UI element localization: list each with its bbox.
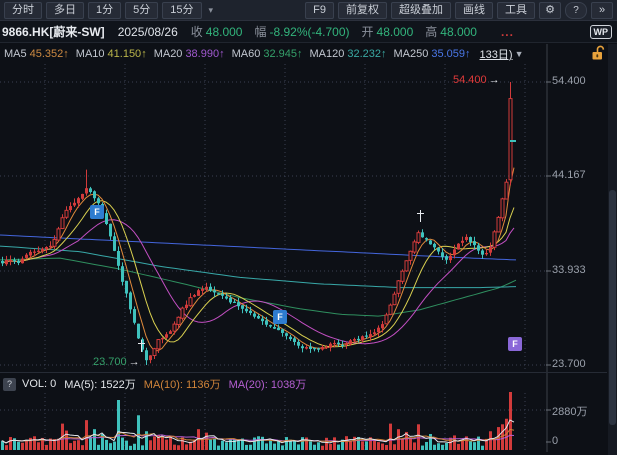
high-value: 48.000 [440,24,477,39]
volume-help-icon[interactable]: ? [3,377,16,391]
wp-badge[interactable]: WP [589,24,612,39]
tab-timeshare[interactable]: 分时 [4,1,42,19]
super-overlay-button[interactable]: 超级叠加 [391,1,451,19]
symbol-name[interactable]: 9866.HK[蔚来-SW] [2,25,105,39]
gear-icon[interactable]: ⚙ [539,1,561,19]
window-high-marker: 54.400 → [453,74,500,86]
help-icon[interactable]: ? [565,1,587,19]
vertical-scrollbar[interactable] [608,44,617,455]
tab-1min[interactable]: 1分 [88,1,122,19]
period-caret-icon[interactable]: ▼ [514,49,524,59]
ma-readout-ma20: MA20 38.990↑ [153,48,225,60]
ma-readout-ma60: MA60 32.945↑ [231,48,303,60]
more-chevrons-icon[interactable]: » [591,1,613,19]
unlock-padlock-icon[interactable] [591,45,605,66]
open-value: 48.000 [376,24,414,39]
price-axis-label-0: 54.400 [552,75,586,87]
event-flag-badge-0[interactable]: F [90,205,104,219]
draw-line-button[interactable]: 画线 [455,1,493,19]
volume-value: VOL: 0 [22,378,57,390]
close-value: 48.000 [205,24,243,39]
volume-ma10: MA(10): 1136万 [143,379,221,391]
price-axis-label-2: 33.933 [552,264,586,276]
f9-button[interactable]: F9 [305,1,334,19]
window-low-marker: 23.700 → [93,356,140,368]
volume-ma20: MA(20): 1038万 [228,379,307,391]
price-axis-label-1: 44.167 [552,169,586,181]
change-label: 幅 [254,25,267,39]
event-flag-badge-2[interactable]: F [508,337,522,351]
high-label: 高 [425,25,438,39]
main-toolbar: 分时 多日 1分 5分 15分 ▾ F9 前复权 超级叠加 画线 工具 ⚙ ? … [0,0,617,21]
forward-adjust-button[interactable]: 前复权 [338,1,387,19]
volume-indicator-bar: ? VOL: 0 MA(5): 1522万 MA(10): 1136万 MA(2… [3,376,314,392]
ma-readout-ma5: MA5 45.352↑ [4,48,69,60]
volume-axis-label-0: 2880万 [552,406,588,418]
tab-multiday[interactable]: 多日 [46,1,84,19]
tab-5min[interactable]: 5分 [125,1,159,19]
ma-readout-ma10: MA10 41.150↑ [75,48,147,60]
scrollbar-thumb[interactable] [609,190,616,425]
open-label: 开 [361,25,374,39]
more-quote-ellipsis[interactable]: ... [500,24,514,39]
ma-indicator-bar[interactable]: MA5 45.352↑ MA10 41.150↑ MA20 38.990↑ MA60 32.9… [4,46,523,62]
close-label: 收 [190,25,203,39]
quote-header: 9866.HK[蔚来-SW] 2025/08/26 收 48.000 幅 -8.… [0,21,617,43]
volume-ma5: MA(5): 1522万 [64,379,136,391]
change-value: -8.92%(-4.700) [269,24,350,39]
tools-button[interactable]: 工具 [497,1,535,19]
ma-readout-ma120: MA120 32.232↑ [309,48,387,60]
event-flag-badge-1[interactable]: F [273,310,287,324]
quote-date: 2025/08/26 [117,24,178,39]
price-axis-label-3: 23.700 [552,358,586,370]
ma-readout-ma250: MA250 35.059↑ [393,48,471,60]
period-dropdown-caret-icon[interactable]: ▾ [208,4,214,15]
visible-period-selector[interactable]: 133日) [479,49,513,61]
tab-15min[interactable]: 15分 [162,1,202,19]
pane-divider [0,372,607,373]
volume-axis-label-1: 0 [552,435,559,447]
